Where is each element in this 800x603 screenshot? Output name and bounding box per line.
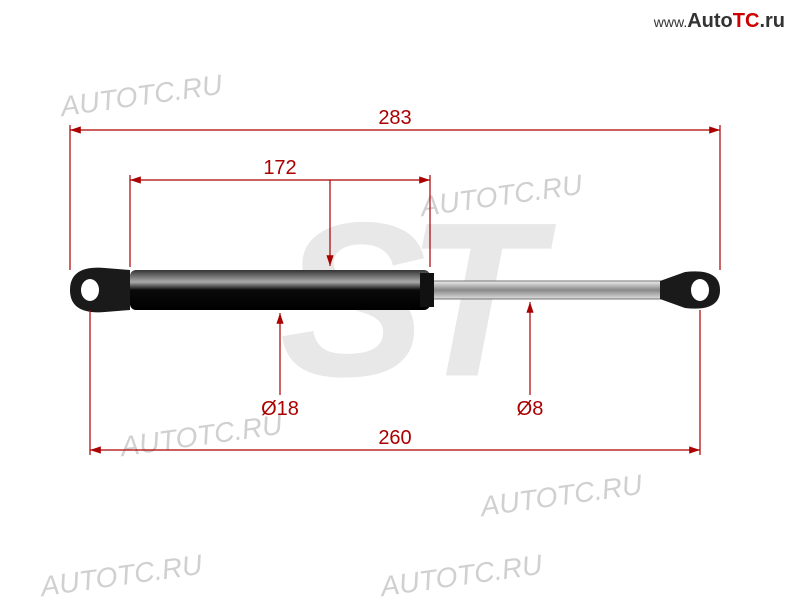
gas-strut-part: [70, 268, 720, 313]
left-eyelet: [70, 268, 130, 313]
site-url: www.AutoTC.ru: [654, 10, 785, 33]
url-ru: .ru: [759, 10, 785, 32]
gas-strut-diagram: 283 172 Ø18 Ø8 260: [0, 0, 800, 600]
url-auto: Auto: [687, 10, 733, 32]
dim-rod-diameter: Ø8: [517, 398, 544, 420]
dim-total-length: 283: [378, 107, 411, 129]
dim-body-diameter: Ø18: [261, 398, 299, 420]
dim-center-distance: 260: [378, 427, 411, 449]
strut-rod: [420, 281, 665, 299]
strut-endcap: [420, 273, 434, 307]
dim-body-length: 172: [263, 157, 296, 179]
url-www: www.: [654, 14, 687, 30]
right-eyelet: [660, 271, 720, 308]
strut-body: [130, 270, 430, 310]
url-tc: TC: [733, 10, 760, 32]
